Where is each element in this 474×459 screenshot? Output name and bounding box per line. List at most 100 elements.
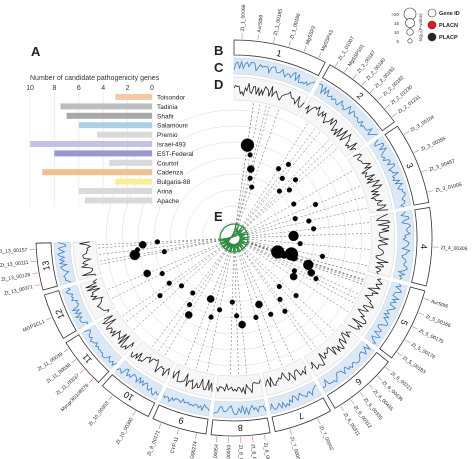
data-point-placp <box>253 314 259 321</box>
radial-guide <box>98 240 221 265</box>
blue-trace-4 <box>397 211 412 280</box>
gene-label: Zt_5_00183 <box>401 355 426 375</box>
radial-guide <box>150 249 226 349</box>
radial-guide <box>243 142 335 229</box>
gene-label: Zt_8_00053 <box>226 445 233 459</box>
chromosome-label-3: 3 <box>404 161 415 169</box>
data-point-placp <box>291 268 297 274</box>
bar-axis-tick: 8 <box>52 85 56 92</box>
radial-guide <box>237 103 267 225</box>
chromosome-segment-9 <box>152 404 209 435</box>
guide-circle <box>201 205 267 271</box>
data-point-placp <box>159 270 165 277</box>
gene-label: Zt_7_00006 <box>288 436 301 459</box>
bar-toisondor <box>115 94 152 100</box>
gene-tick <box>384 104 390 109</box>
bar-category-label: Premio <box>157 132 178 139</box>
gene-tick <box>108 395 113 401</box>
data-point-placn <box>268 311 274 317</box>
guide-circle <box>121 125 347 351</box>
line-track-2 <box>300 96 365 158</box>
data-point-placp <box>178 283 185 289</box>
panel-label-b: B <box>214 43 223 58</box>
chromosome-label-10: 10 <box>122 389 136 403</box>
data-point-placn <box>234 313 240 319</box>
chromosome-label-9: 9 <box>177 415 185 426</box>
data-point-placp <box>161 249 167 255</box>
bar-category-label: Toisondor <box>157 95 186 102</box>
chromosome-label-2: 2 <box>355 90 365 101</box>
blue-trace-10 <box>116 368 160 396</box>
gene-tick <box>396 352 402 357</box>
gene-tick <box>369 88 375 93</box>
bar-category-label: Shafir <box>157 113 175 120</box>
data-point-placp <box>286 187 292 193</box>
dark-trace-8 <box>216 379 261 395</box>
bar-category-label: Bulgaria-88 <box>157 179 191 186</box>
chromosome-label-7: 7 <box>297 410 305 421</box>
radial-guide <box>245 245 351 314</box>
data-point-placn <box>306 218 312 224</box>
line-track-8 <box>215 373 264 400</box>
radial-guide <box>246 169 355 232</box>
bar-category-label: Arina <box>157 189 173 196</box>
radial-guide <box>157 249 227 353</box>
data-point-placn <box>154 239 160 245</box>
chromosome-segment-12 <box>43 290 77 339</box>
chromosome-segment-5 <box>379 286 426 359</box>
radial-guide <box>163 249 228 358</box>
blue-trace-3 <box>374 139 406 208</box>
bar-category-label: Tadinia <box>157 104 178 111</box>
bar-category-label: Courtot <box>157 160 179 167</box>
gene-tick <box>377 96 383 101</box>
dark-trace-10 <box>130 351 170 376</box>
guide-circle <box>185 189 283 287</box>
gene-label: CYP-11 <box>170 436 181 454</box>
gene-tick <box>377 375 382 381</box>
gene-label: Zt_8_00052 <box>237 445 244 459</box>
blue-trace-8 <box>213 404 267 416</box>
gene-tick <box>79 368 85 374</box>
gene-label: Zt_5_00175 <box>418 328 445 345</box>
gene-label: Zt_10_00303 <box>88 400 111 427</box>
gene-tick <box>34 284 41 287</box>
gene-label: Zt_13_00126 <box>1 272 31 283</box>
blue-trace-1 <box>233 60 316 87</box>
bar-category-label: Israel-493 <box>157 142 186 149</box>
data-point-placp <box>184 311 193 319</box>
radial-guide <box>195 251 231 371</box>
dark-trace-4 <box>375 213 391 275</box>
radial-guide <box>246 243 360 295</box>
blue-trace-7 <box>270 384 317 410</box>
gene-label: Zt_3_00104 <box>410 114 436 133</box>
bar-axis-tick: 0 <box>150 85 154 92</box>
gene-tick <box>176 429 179 435</box>
data-point-placn <box>143 269 151 278</box>
gene-label: MgSSP2 <box>305 25 318 46</box>
data-point-placn <box>186 302 193 308</box>
data-point-placn <box>288 230 299 242</box>
bar-salamouni <box>78 122 152 129</box>
gene-tick <box>350 399 355 405</box>
gene-label: Zt_1_00185 <box>273 8 284 36</box>
radial-guide <box>131 247 224 332</box>
data-point-placp <box>229 299 235 305</box>
gene-tick <box>158 423 162 429</box>
data-point-placn <box>275 166 282 172</box>
data-point-placn <box>249 184 255 190</box>
dark-trace-7 <box>265 366 307 388</box>
legend-label-placp: PLACP <box>439 35 458 41</box>
bar-axis-tick: 4 <box>101 85 105 92</box>
gene-tick <box>427 190 434 193</box>
radial-guide <box>206 251 232 374</box>
legend-size-circle <box>405 18 415 28</box>
chromosome-label-1: 1 <box>275 48 282 59</box>
data-point-placp <box>292 216 298 222</box>
chromosome-label-13: 13 <box>40 260 51 271</box>
radial-guide <box>243 138 331 229</box>
line-track-3 <box>347 146 393 214</box>
gene-tick <box>421 169 428 173</box>
gene-tick <box>71 358 77 364</box>
